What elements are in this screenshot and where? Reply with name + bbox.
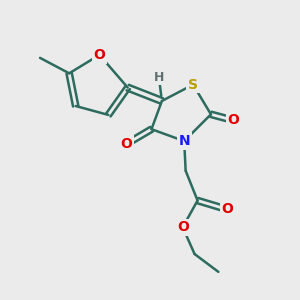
Text: N: N <box>178 134 190 148</box>
Text: O: O <box>177 220 189 234</box>
Text: S: S <box>188 78 198 92</box>
Text: O: O <box>221 202 233 216</box>
Text: O: O <box>227 113 239 127</box>
Text: O: O <box>120 137 132 151</box>
Text: H: H <box>154 71 164 84</box>
Text: O: O <box>94 48 105 62</box>
